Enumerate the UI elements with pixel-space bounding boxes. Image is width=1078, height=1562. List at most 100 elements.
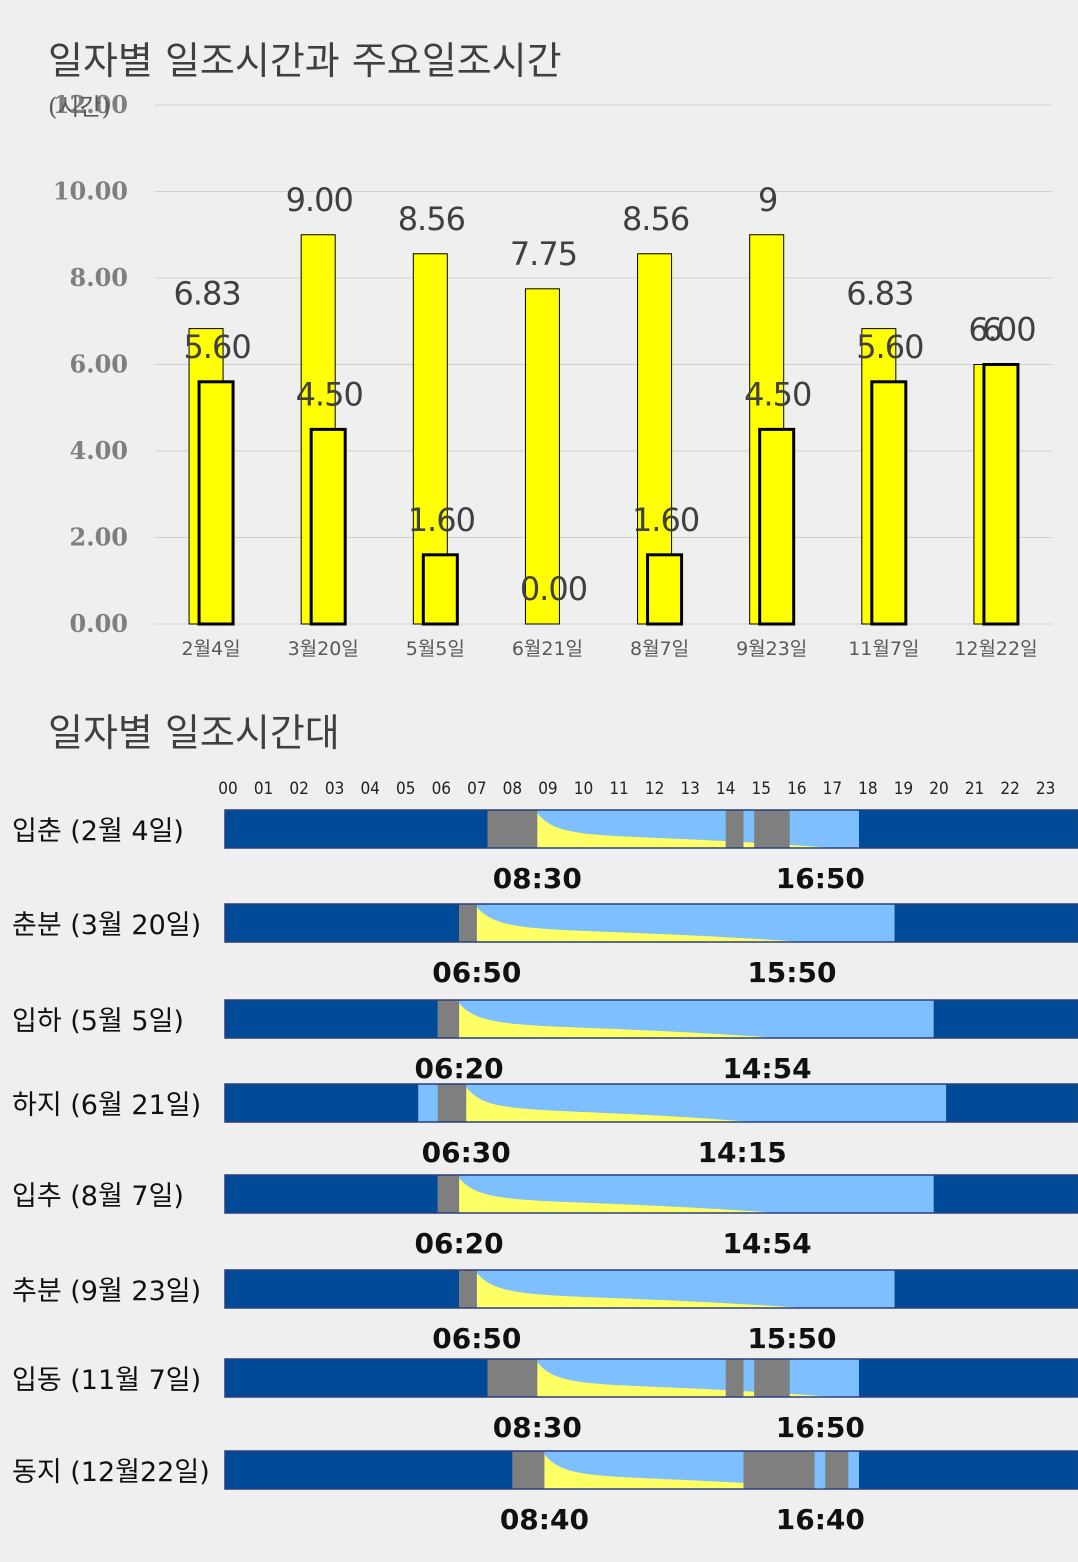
sunshine-start-time: 06:50 — [432, 956, 521, 989]
bar-main-sunshine-hours — [758, 427, 796, 626]
sunshine-start-time: 06:30 — [422, 1136, 511, 1169]
hour-tick-label: 15 — [752, 779, 771, 799]
data-label-main-sunshine: 0.00 — [520, 570, 587, 608]
sunlight-curve — [476, 1273, 804, 1308]
x-tick-label: 3월20일 — [288, 638, 359, 660]
sunshine-start-time: 08:40 — [500, 1503, 589, 1536]
shade-segment — [487, 810, 538, 848]
timeline-border — [224, 999, 1078, 1039]
hour-tick-label: 01 — [254, 779, 273, 799]
shade-segment — [437, 1084, 467, 1122]
sunshine-start-time: 06:50 — [432, 1322, 521, 1355]
shade-segment — [512, 1451, 545, 1489]
data-label-sunshine: 8.56 — [398, 200, 465, 238]
timeline-bar — [225, 1000, 1078, 1038]
sunshine-start-time: 08:30 — [493, 862, 582, 895]
timeline-bar — [225, 1359, 1078, 1397]
data-label-main-sunshine: 1.60 — [408, 501, 475, 539]
y-axis-label: (시간) — [48, 93, 111, 121]
sunshine-end-time: 16:50 — [776, 1411, 865, 1444]
sunlight-curve — [476, 907, 804, 942]
sunshine-start-time: 08:30 — [493, 1411, 582, 1444]
timeline-bar — [225, 904, 1078, 942]
sunshine-end-time: 14:54 — [722, 1052, 811, 1085]
shade-segment — [725, 810, 744, 848]
bar-sunshine-hours — [524, 288, 560, 625]
timeline-border — [224, 1083, 1078, 1123]
y-tick-label: 6.00 — [70, 350, 128, 379]
sunshine-end-time: 16:50 — [776, 862, 865, 895]
y-tick-label: 2.00 — [70, 523, 128, 552]
shade-segment — [754, 810, 790, 848]
timeline-bar — [225, 1451, 1078, 1489]
bar-main-sunshine-hours — [421, 553, 459, 626]
hour-tick-label: 12 — [645, 779, 664, 799]
chart1-title: 일자별 일조시간과 주요일조시간 — [48, 39, 562, 83]
x-tick-label: 5월5일 — [406, 638, 465, 660]
timeline-border — [224, 809, 1078, 849]
y-tick-label: 10.00 — [53, 177, 128, 206]
timeline-bar — [225, 1084, 1078, 1122]
row-label: 입동 (11월 7일) — [12, 1365, 201, 1396]
timeline-border — [224, 903, 1078, 943]
chart2-title: 일자별 일조시간대 — [48, 711, 340, 755]
hour-tick-label: 03 — [325, 779, 344, 799]
data-label-sunshine: 8.56 — [622, 200, 689, 238]
bar-main-sunshine-hours — [309, 427, 347, 626]
x-tick-label: 8월7일 — [630, 638, 689, 660]
x-tick-label: 6월21일 — [512, 638, 583, 660]
hour-tick-label: 17 — [823, 779, 842, 799]
row-label: 춘분 (3월 20일) — [12, 910, 201, 941]
sunshine-end-time: 14:15 — [698, 1136, 787, 1169]
data-label-sunshine: 9.00 — [286, 181, 353, 219]
data-label-main-sunshine: 1.60 — [632, 501, 699, 539]
hour-tick-label: 10 — [574, 779, 593, 799]
shade-segment — [437, 1175, 460, 1213]
sunlight-curve — [466, 1087, 755, 1122]
hour-tick-label: 13 — [680, 779, 699, 799]
bar-main-sunshine-hours — [646, 553, 684, 626]
sunlight-curve — [537, 1362, 833, 1397]
x-tick-label: 9월23일 — [736, 638, 807, 660]
data-label-sunshine: 6 — [982, 311, 1001, 349]
sunlight-curve — [459, 1003, 780, 1038]
data-label-main-sunshine: 5.60 — [856, 328, 923, 366]
sunlight-curve — [544, 1454, 833, 1489]
sunshine-end-time: 15:50 — [747, 1322, 836, 1355]
shade-segment — [743, 1451, 815, 1489]
hour-tick-label: 19 — [894, 779, 913, 799]
sunlight-curve — [537, 813, 833, 848]
row-label: 하지 (6월 21일) — [12, 1090, 201, 1121]
bar-main-sunshine-hours — [870, 380, 908, 626]
timeline-border — [224, 1358, 1078, 1398]
data-label-main-sunshine: 4.50 — [744, 375, 811, 413]
hour-tick-label: 06 — [432, 779, 451, 799]
hour-tick-label: 23 — [1036, 779, 1055, 799]
timeline-bar — [225, 1175, 1078, 1213]
hour-tick-label: 22 — [1000, 779, 1019, 799]
hour-tick-label: 02 — [289, 779, 308, 799]
y-tick-label: 4.00 — [70, 436, 128, 465]
data-label-sunshine: 7.75 — [510, 235, 577, 273]
shade-segment — [459, 1270, 477, 1308]
hour-tick-label: 16 — [787, 779, 806, 799]
x-tick-label: 12월22일 — [954, 638, 1037, 660]
hour-tick-label: 05 — [396, 779, 415, 799]
shade-segment — [754, 1359, 790, 1397]
sunshine-start-time: 06:20 — [415, 1052, 504, 1085]
y-tick-label: 8.00 — [70, 263, 128, 292]
hour-tick-label: 09 — [538, 779, 557, 799]
hour-tick-label: 04 — [360, 779, 379, 799]
row-label: 입추 (8월 7일) — [12, 1181, 184, 1212]
shade-segment — [725, 1359, 744, 1397]
hour-tick-label: 20 — [929, 779, 948, 799]
data-label-main-sunshine: 5.60 — [183, 328, 250, 366]
row-label: 입하 (5월 5일) — [12, 1006, 184, 1037]
data-label-main-sunshine: 4.50 — [296, 375, 363, 413]
shade-segment — [437, 1000, 460, 1038]
hour-tick-label: 14 — [716, 779, 735, 799]
data-label-sunshine: 6.83 — [846, 275, 913, 313]
hour-tick-label: 00 — [218, 779, 237, 799]
hour-tick-label: 08 — [503, 779, 522, 799]
x-tick-label: 2월4일 — [181, 638, 240, 660]
